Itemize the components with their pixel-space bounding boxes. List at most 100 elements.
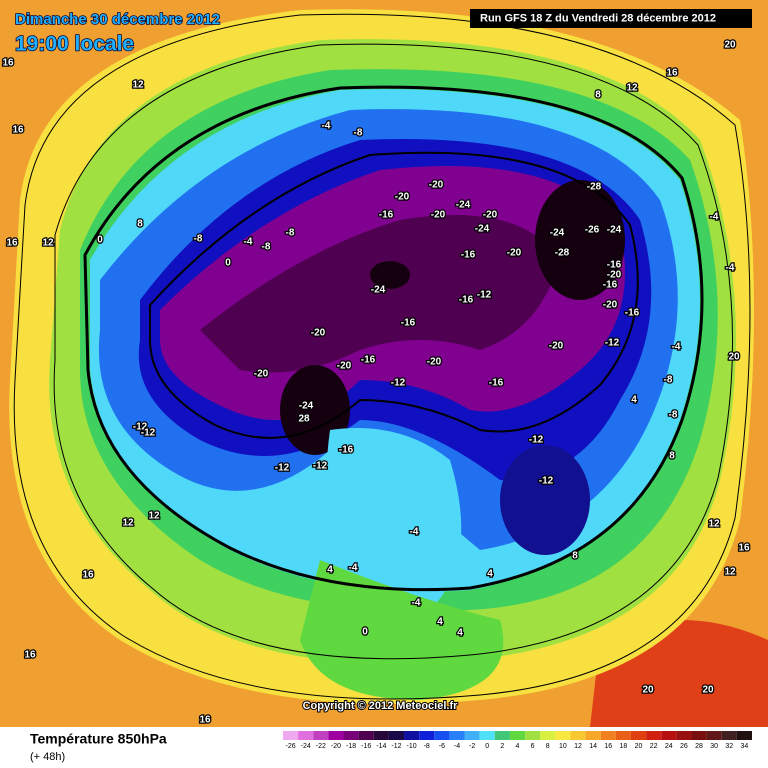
scale-label: 34: [741, 743, 749, 750]
contour-label: 12: [122, 518, 134, 529]
scale-swatch: [691, 731, 707, 740]
contour-label: -16: [401, 318, 416, 329]
contour-label: 12: [708, 519, 720, 530]
contour-label: -16: [603, 280, 618, 291]
contour-label: -8: [669, 410, 678, 421]
contour-label: 0: [362, 627, 368, 638]
contour-label: -16: [489, 378, 504, 389]
contour-label: -28: [555, 248, 570, 259]
scale-swatch: [419, 731, 435, 740]
contour-label: -12: [141, 428, 156, 439]
scale-swatch: [358, 731, 374, 740]
scale-swatch: [494, 731, 510, 740]
run-box: [470, 9, 752, 28]
scale-swatch: [736, 731, 752, 740]
scale-label: 14: [589, 743, 597, 750]
scale-swatch: [585, 731, 601, 740]
contour-label: 8: [137, 219, 143, 230]
contour-label: -8: [194, 234, 203, 245]
scale-swatch: [313, 731, 329, 740]
contour-label: 16: [199, 715, 211, 726]
variable-title: Température 850hPa: [30, 731, 167, 747]
contour-label: -12: [313, 461, 328, 472]
scale-label: -18: [346, 743, 356, 750]
scale-label: -16: [361, 743, 371, 750]
scale-swatch: [404, 731, 420, 740]
contour-label: -20: [549, 341, 564, 352]
contour-label: -4: [244, 237, 253, 248]
scale-label: -8: [424, 743, 430, 750]
contour-label: -20: [429, 180, 444, 191]
contour-label: 8: [572, 551, 578, 562]
contour-label: -8: [286, 228, 295, 239]
scale-label: 22: [650, 743, 658, 750]
scale-label: -22: [316, 743, 326, 750]
contour-label: -20: [311, 328, 326, 339]
scale-swatch: [434, 731, 450, 740]
contour-label: -12: [539, 476, 554, 487]
scale-swatch: [449, 731, 465, 740]
scale-label: -20: [331, 743, 341, 750]
scale-swatch: [525, 731, 541, 740]
contour-label: -16: [361, 355, 376, 366]
contour-label: -8: [262, 242, 271, 253]
contour-label: 4: [437, 617, 443, 628]
contour-label: 20: [728, 352, 740, 363]
contour-label: -20: [337, 361, 352, 372]
color-scale: -26 -24 -22 -20 -18 -16 -14 -12 -10 -8 -6 -4 -2 0 2 4 6 8…: [283, 731, 752, 750]
contour-label: -4: [710, 212, 719, 223]
contour-label: -16: [625, 308, 640, 319]
scale-swatch: [615, 731, 631, 740]
scale-swatch: [479, 731, 495, 740]
contour-label: -20: [254, 369, 269, 380]
scale-label: 26: [680, 743, 688, 750]
contour-label: -4: [322, 121, 331, 132]
scale-label: 18: [620, 743, 628, 750]
scale-label: 32: [725, 743, 733, 750]
contour-label: -28: [587, 182, 602, 193]
forecast-time: 19:00 locale: [15, 33, 134, 56]
scale-swatch: [600, 731, 616, 740]
contour-label: 20: [724, 40, 736, 51]
contour-label: -4: [672, 342, 681, 353]
forecast-date: Dimanche 30 décembre 2012: [15, 11, 220, 28]
contour-label: 16: [24, 650, 36, 661]
scale-label: 24: [665, 743, 673, 750]
scale-swatch: [540, 731, 556, 740]
contour-label: -20: [607, 270, 622, 281]
contour-label: -12: [477, 290, 492, 301]
scale-swatch: [388, 731, 405, 740]
contour-label: -4: [349, 563, 358, 574]
contour-label: 16: [6, 238, 18, 249]
scale-swatch: [464, 731, 480, 740]
contour-label: 16: [82, 570, 94, 581]
contour-label: 16: [738, 543, 750, 554]
contour-label: -12: [133, 422, 148, 433]
contour-label: 12: [42, 238, 54, 249]
scale-swatch: [283, 731, 299, 740]
contour-label: 12: [148, 511, 160, 522]
contour-label: 4: [327, 565, 333, 576]
scale-swatch: [570, 731, 586, 740]
run-info: Run GFS 18 Z du Vendredi 28 décembre 201…: [480, 12, 716, 24]
contour-label: -16: [607, 260, 622, 271]
contour-label: -20: [603, 300, 618, 311]
contour-label: 4: [457, 628, 463, 639]
contour-label: 12: [724, 567, 736, 578]
contour-label: -12: [275, 463, 290, 474]
contour-label: -24: [607, 225, 622, 236]
contour-label: 8: [669, 451, 675, 462]
contour-label: 16: [12, 125, 24, 136]
contour-label: -12: [391, 378, 406, 389]
scale-label: -24: [301, 743, 311, 750]
scale-swatch: [328, 731, 344, 740]
scale-label: 12: [574, 743, 582, 750]
scale-label: 10: [559, 743, 567, 750]
contour-label: -16: [339, 445, 354, 456]
contour-label: -12: [529, 435, 544, 446]
scale-label: 6: [531, 743, 535, 750]
contour-label: -8: [354, 128, 363, 139]
contour-label: 8: [595, 90, 601, 101]
contour-label: 20: [702, 685, 714, 696]
